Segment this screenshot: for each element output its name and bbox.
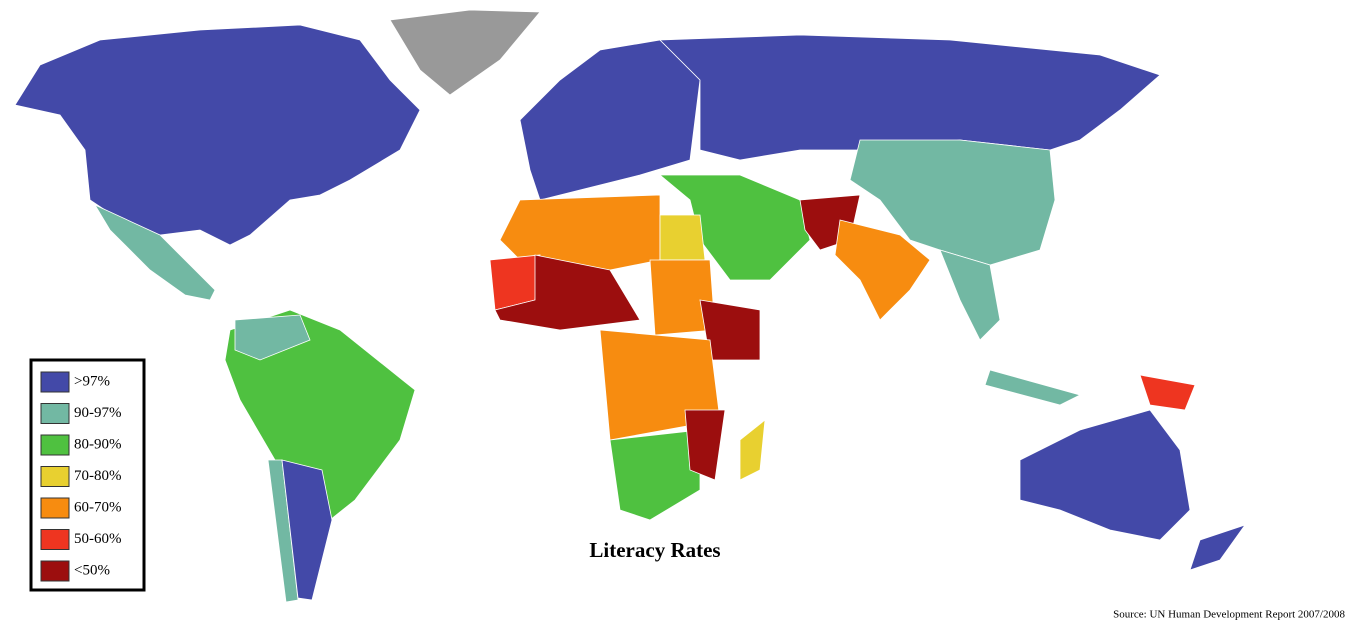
region [684, 409, 726, 481]
legend-label: 50-60% [74, 531, 122, 547]
map-title: Literacy Rates [589, 538, 720, 562]
region [658, 174, 811, 281]
legend-swatch [40, 403, 70, 424]
region [267, 459, 299, 603]
legend-swatch [40, 497, 70, 519]
region [519, 39, 701, 201]
legend-swatch [40, 434, 70, 456]
legend-label: 80-90% [74, 436, 122, 452]
legend-label: 60-70% [74, 499, 122, 515]
legend: >97% 90-97% 80-90% 70-80% 60-70% 50-60% <50% [40, 371, 122, 582]
region [659, 214, 706, 261]
legend-label: 70-80% [74, 468, 122, 484]
region [739, 419, 766, 481]
source-note: Source: UN Human Development Report 2007… [1113, 609, 1345, 621]
region [984, 369, 1082, 406]
region [1189, 524, 1247, 571]
legend-swatch [40, 560, 70, 582]
region [389, 9, 541, 96]
legend-box [29, 358, 146, 592]
world-map [14, 9, 1247, 603]
legend-label: >97% [74, 373, 110, 389]
legend-label: 90-97% [74, 405, 122, 421]
legend-swatch [40, 529, 70, 550]
region [93, 204, 216, 301]
legend-swatch [40, 371, 70, 393]
region [1019, 409, 1191, 541]
region [609, 429, 701, 521]
region [14, 24, 421, 246]
region [834, 219, 931, 321]
region [1139, 374, 1196, 411]
legend-swatch [40, 466, 70, 487]
region [234, 314, 311, 361]
legend-label: <50% [74, 562, 110, 578]
region [494, 254, 641, 331]
region [281, 459, 333, 601]
region [939, 249, 1001, 341]
